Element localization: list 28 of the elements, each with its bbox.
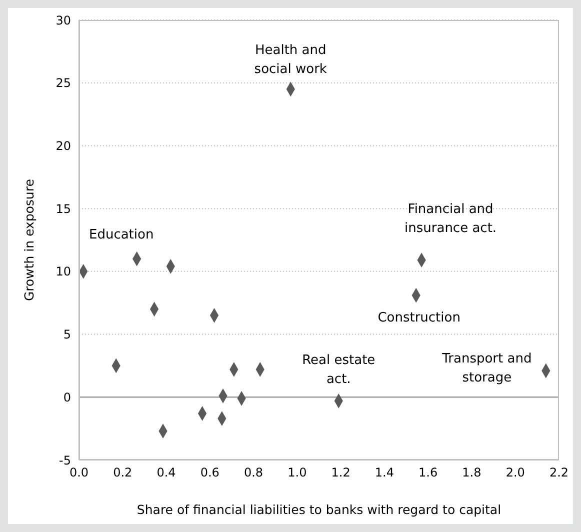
y-tick-label: 10 bbox=[56, 264, 71, 279]
x-axis-title: Share of financial liabilities to banks with regard to capital bbox=[136, 502, 502, 517]
x-tick-label: 0.0 bbox=[69, 466, 89, 480]
y-tick-label: -5 bbox=[59, 453, 71, 468]
annotation: Real estate act. bbox=[302, 352, 376, 387]
y-tick-label: 0 bbox=[63, 390, 71, 404]
x-tick-label: 2.0 bbox=[506, 466, 525, 480]
y-axis-title: Growth in exposure bbox=[21, 178, 36, 302]
x-tick-label: 0.2 bbox=[113, 466, 132, 480]
x-tick-label: 0.6 bbox=[200, 466, 220, 480]
annotation: Education bbox=[88, 227, 154, 242]
y-tick-label: 25 bbox=[56, 76, 71, 90]
x-tick-label: 2.2 bbox=[549, 466, 569, 480]
x-tick-label: 0.8 bbox=[244, 466, 264, 480]
annotation: Construction bbox=[378, 310, 460, 326]
y-tick-label: 30 bbox=[56, 13, 71, 28]
x-tick-label: 1.6 bbox=[418, 466, 438, 480]
x-tick-label: 1.4 bbox=[374, 466, 394, 480]
annotation: Financial and insurance act. bbox=[404, 202, 497, 236]
annotation: Transport and storage bbox=[441, 352, 532, 386]
y-tick-label: 20 bbox=[56, 138, 71, 153]
y-tick-label: 5 bbox=[63, 328, 71, 342]
x-tick-label: 1.2 bbox=[331, 466, 350, 480]
y-tick-label: 15 bbox=[56, 202, 71, 216]
x-tick-label: 0.4 bbox=[156, 466, 176, 480]
x-tick-label: 1.8 bbox=[462, 466, 482, 480]
annotation: Health and social work bbox=[254, 43, 328, 78]
x-tick-label: 1.0 bbox=[288, 466, 307, 480]
